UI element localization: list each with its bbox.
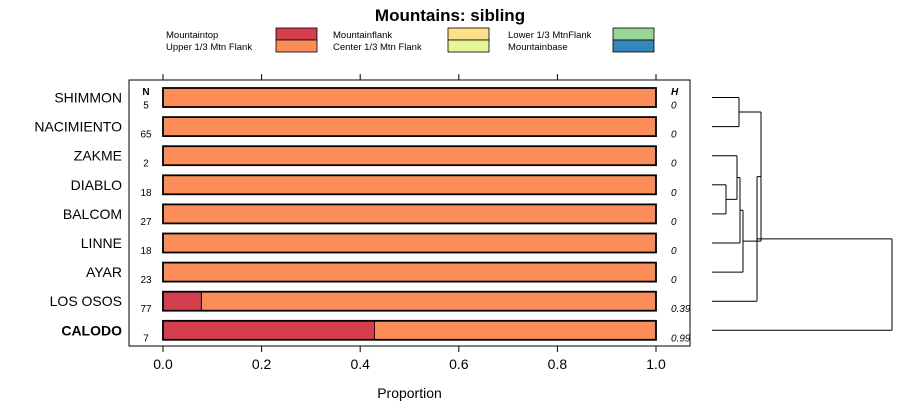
bar-segment [373,320,657,341]
bar-segment [162,145,657,166]
legend-label: Mountaintop [166,30,218,41]
n-value: 18 [140,246,152,257]
bar-outline [162,290,657,312]
legend-swatch [447,27,490,41]
n-value: 7 [143,333,149,344]
category-label: CALODO [61,322,122,338]
bar-row: LINNE 18 0 [81,232,677,257]
bar-segment [162,203,657,224]
bar-row: CALODO 7 0.99 [61,319,691,344]
x-tick-label: 0.2 [252,356,272,372]
bar-outline [162,174,657,196]
n-value: 5 [143,101,149,112]
h-value: 0.99 [671,333,691,344]
bar-outline [162,87,657,108]
legend-swatch [612,27,655,41]
category-label: ZAKME [74,148,122,164]
bar-outline [162,319,657,341]
h-value: 0 [671,275,677,286]
h-value: 0 [671,101,677,112]
bar-segment [162,174,657,195]
h-column-header: H [671,87,679,98]
h-value: 0 [671,159,677,170]
legend-swatch [612,39,655,53]
bar-row: AYAR 23 0 [86,261,677,286]
legend-label: Center 1/3 Mtn Flank [333,42,422,53]
h-value: 0.39 [671,304,691,315]
bar-row: BALCOM 27 0 [63,203,677,228]
category-label: BALCOM [63,206,122,222]
bar-row: NACIMIENTO 65 0 [34,116,677,141]
dendrogram [712,97,893,331]
x-tick-label: 0.4 [350,356,370,372]
bar-row: SHIMMON 5 0 [54,87,677,112]
n-value: 27 [140,217,152,228]
legend-label: Lower 1/3 MtnFlank [508,30,592,41]
legend-label: Mountainbase [508,42,568,53]
bar-segment [162,262,657,283]
legend-swatch [275,39,318,53]
h-value: 0 [671,246,677,257]
bar-segment [162,87,657,108]
n-value: 18 [140,188,152,199]
category-label: SHIMMON [54,90,122,106]
bar-segment [162,320,375,341]
category-label: AYAR [86,264,122,280]
x-tick-label: 0.8 [548,356,568,372]
bar-outline [162,261,657,283]
bar-segment [162,291,202,312]
bar-segment [162,233,657,253]
h-value: 0 [671,188,677,199]
x-tick-label: 0.0 [153,356,173,372]
x-axis: 0.0 0.2 0.4 0.6 0.8 1.0 [153,74,666,372]
x-tick-label: 0.6 [449,356,469,372]
legend-swatch [447,39,490,53]
h-value: 0 [671,217,677,228]
legend-label: Upper 1/3 Mtn Flank [166,42,252,53]
bar-outline [162,145,657,167]
h-value: 0 [671,130,677,141]
x-tick-label: 1.0 [646,356,666,372]
category-label: LINNE [81,235,122,251]
category-label: DIABLO [71,177,122,193]
chart-title: Mountains: sibling [375,6,525,25]
bar-outline [162,232,657,254]
bar-segment [200,291,657,312]
n-column-header: N [142,87,149,98]
legend-label: Mountainflank [333,30,392,41]
n-value: 2 [143,159,149,170]
bar-row: LOS OSOS 77 0.39 [50,290,691,315]
bar-row: DIABLO 18 0 [71,174,677,199]
n-value: 77 [140,304,152,315]
bar-row: ZAKME 2 0 [74,145,677,170]
n-value: 23 [140,275,152,286]
legend-swatch [275,27,318,41]
category-label: NACIMIENTO [34,119,122,135]
bar-segment [162,116,657,137]
n-value: 65 [140,130,152,141]
plot-panel [128,79,691,347]
category-label: LOS OSOS [50,293,122,309]
bar-outline [162,203,657,225]
bar-outline [162,116,657,137]
x-axis-label: Proportion [377,385,442,401]
